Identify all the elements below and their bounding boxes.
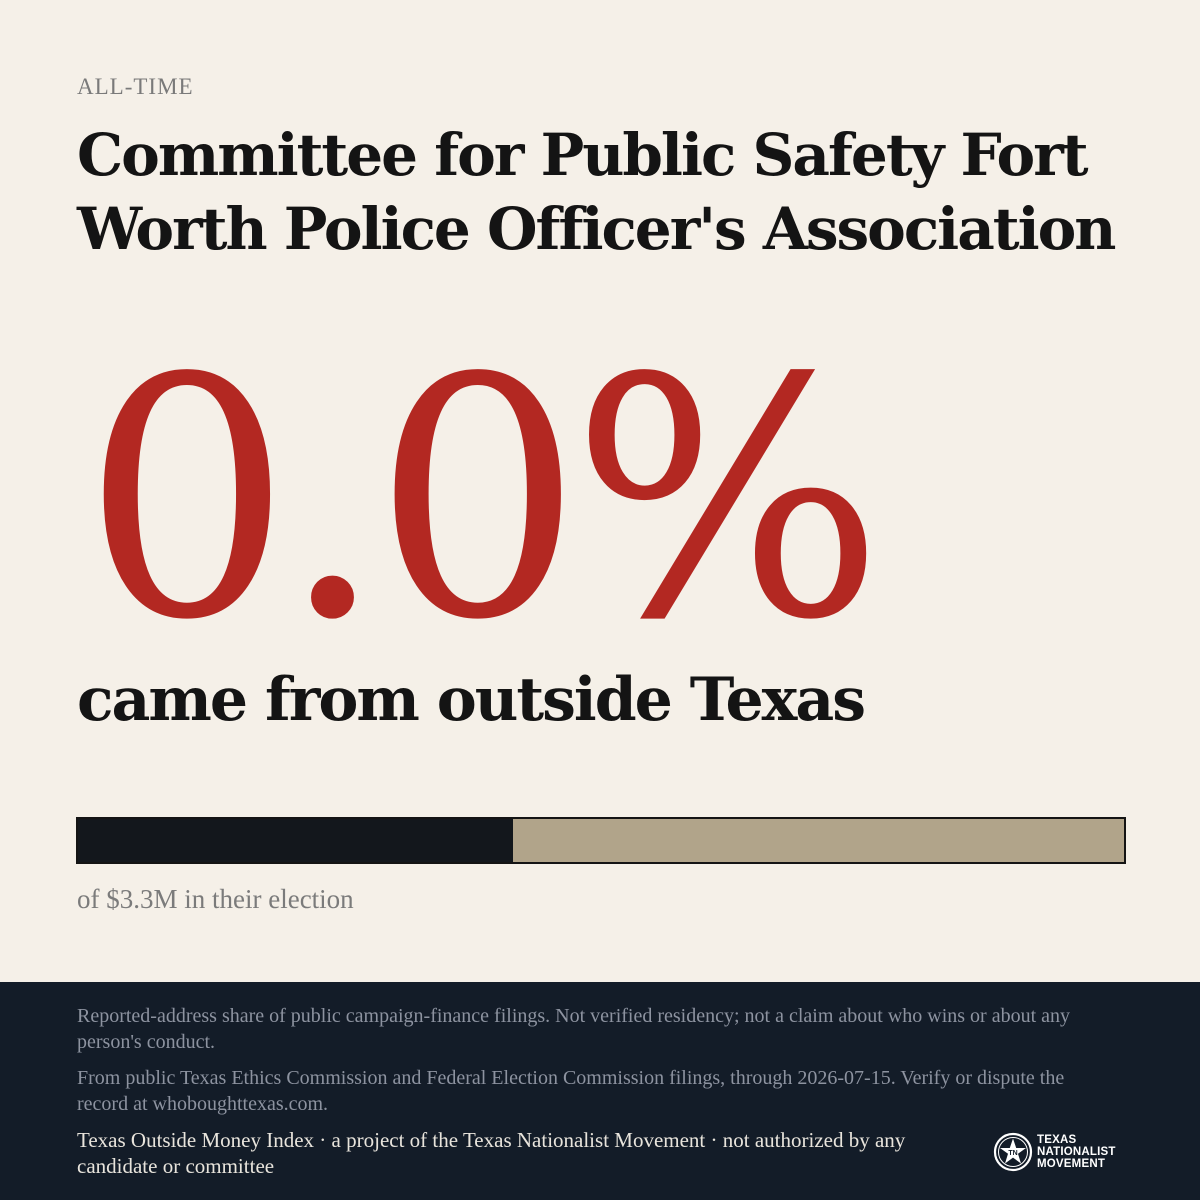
share-bar-fill: [78, 819, 514, 862]
committee-title: Committee for Public Safety Fort Worth P…: [77, 121, 1116, 263]
footer-source: From public Texas Ethics Commission and …: [77, 1067, 1065, 1115]
bar-caption: of $3.3M in their election: [77, 884, 354, 914]
share-bar: [76, 817, 1126, 864]
share-caption: came from outside Texas: [77, 665, 866, 735]
footer-credit: Texas Outside Money Index · a project of…: [77, 1128, 906, 1178]
svg-text:TN: TN: [1008, 1150, 1017, 1157]
tnm-logo: TN TEXAS NATIONALIST MOVEMENT: [993, 1131, 1116, 1173]
footer-disclaimer: Reported-address share of public campaig…: [77, 1005, 1071, 1053]
logo-wordmark: TEXAS NATIONALIST MOVEMENT: [1037, 1134, 1116, 1170]
kicker-label: ALL-TIME: [77, 74, 194, 99]
outside-share-percent: 0.0%: [82, 308, 884, 692]
star-seal-icon: TN: [993, 1132, 1033, 1172]
